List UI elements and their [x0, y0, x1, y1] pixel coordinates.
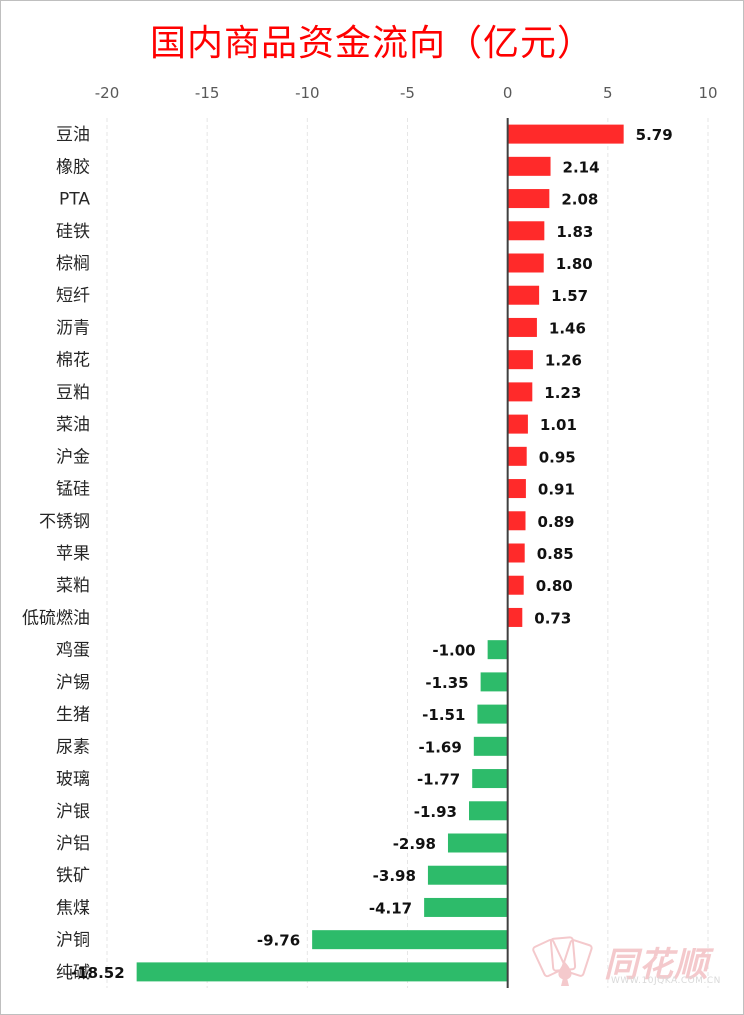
bar	[507, 543, 525, 563]
category-label: 鸡蛋	[56, 641, 90, 661]
category-label: 菜粕	[56, 576, 90, 596]
category-label: 苹果	[56, 544, 90, 564]
x-tick-label: -10	[295, 84, 320, 102]
value-label: 2.08	[561, 191, 598, 209]
value-label: 0.73	[534, 609, 571, 627]
category-label: 沥青	[56, 318, 90, 338]
value-label: -4.17	[369, 899, 412, 917]
value-label: 1.80	[556, 255, 593, 273]
category-label: 低硫燃油	[22, 608, 90, 628]
bar	[507, 511, 526, 531]
category-label: 尿素	[56, 737, 90, 757]
category-label: 铁矿	[56, 866, 90, 886]
watermark-brand: 同花顺	[604, 945, 709, 985]
value-label: 0.91	[538, 481, 575, 499]
value-label: -1.51	[422, 706, 465, 724]
category-label: 棉花	[56, 351, 90, 371]
category-label: 沪金	[56, 447, 90, 467]
x-tick-label: 0	[503, 84, 513, 102]
category-label: 纯碱	[56, 963, 90, 983]
value-label: 1.23	[544, 384, 581, 402]
bar	[507, 607, 523, 627]
x-tick-label: -20	[95, 84, 120, 102]
bar	[427, 865, 508, 885]
bar	[473, 736, 508, 756]
bar	[507, 382, 533, 402]
bar	[469, 801, 508, 821]
category-label: 焦煤	[56, 898, 90, 918]
bar	[312, 930, 508, 950]
grid-lines	[106, 118, 709, 988]
bar	[507, 285, 540, 305]
bar	[507, 156, 551, 176]
value-label: -1.35	[425, 674, 468, 692]
chart-title: 国内商品资金流向（亿元）	[149, 23, 594, 64]
x-axis-ticks: -20 -15 -10 -5 0 5 10	[95, 84, 718, 102]
bar	[507, 414, 528, 434]
value-label: -18.52	[71, 964, 125, 982]
bar	[472, 769, 508, 789]
value-label: 1.46	[549, 319, 586, 337]
x-tick-label: -5	[400, 84, 415, 102]
bar	[136, 962, 508, 982]
x-tick-label: 10	[698, 84, 717, 102]
value-label: 1.01	[540, 416, 577, 434]
category-label: 生猪	[56, 705, 90, 725]
category-label: 豆粕	[56, 383, 90, 403]
value-labels: 5.79 2.14 2.08 1.83 1.80 1.57 1.46 1.26 1.23 1.01…	[71, 126, 673, 982]
category-label: 沪铜	[56, 931, 90, 951]
bar	[507, 446, 527, 466]
bar	[507, 124, 624, 144]
bar	[480, 672, 508, 692]
value-label: -1.00	[432, 642, 475, 660]
category-label: 不锈钢	[39, 512, 90, 532]
bar	[477, 704, 508, 724]
category-label: 沪银	[56, 802, 90, 822]
category-label: 短纤	[56, 286, 90, 306]
value-label: 1.26	[545, 352, 582, 370]
value-label: -2.98	[393, 835, 436, 853]
x-tick-label: 5	[603, 84, 613, 102]
value-label: -1.77	[417, 771, 460, 789]
bar	[424, 897, 508, 917]
category-label: 沪铝	[56, 834, 90, 854]
value-label: -9.76	[257, 932, 300, 950]
category-label: 豆油	[56, 125, 90, 145]
bar	[507, 253, 544, 273]
value-label: 0.80	[536, 577, 573, 595]
bar	[507, 575, 524, 595]
category-label: 棕榈	[56, 254, 90, 274]
bar	[507, 317, 537, 337]
value-label: 0.89	[537, 513, 574, 531]
bars	[136, 124, 624, 982]
bar	[447, 833, 508, 853]
category-label: 橡胶	[56, 157, 90, 177]
bar	[507, 350, 533, 370]
value-label: 0.85	[537, 545, 574, 563]
playing-card-logo-icon	[532, 936, 593, 986]
value-label: -3.98	[373, 867, 416, 885]
bar	[507, 189, 550, 209]
category-label: 硅铁	[56, 222, 90, 242]
category-label: 锰硅	[56, 480, 90, 500]
value-label: -1.93	[414, 803, 457, 821]
category-label: 玻璃	[56, 770, 90, 790]
category-label: PTA	[59, 190, 90, 210]
category-label: 菜油	[56, 415, 90, 435]
bar	[487, 640, 508, 660]
bar	[507, 221, 545, 241]
value-label: 1.83	[556, 223, 593, 241]
watermark-url: WWW.10JQKA.COM.CN	[611, 976, 721, 986]
value-label: 0.95	[539, 448, 576, 466]
x-tick-label: -15	[195, 84, 220, 102]
category-label: 沪锡	[56, 673, 90, 693]
bar	[507, 479, 526, 499]
value-label: -1.69	[419, 738, 462, 756]
value-label: 1.57	[551, 287, 588, 305]
value-label: 5.79	[636, 126, 673, 144]
value-label: 2.14	[563, 158, 600, 176]
